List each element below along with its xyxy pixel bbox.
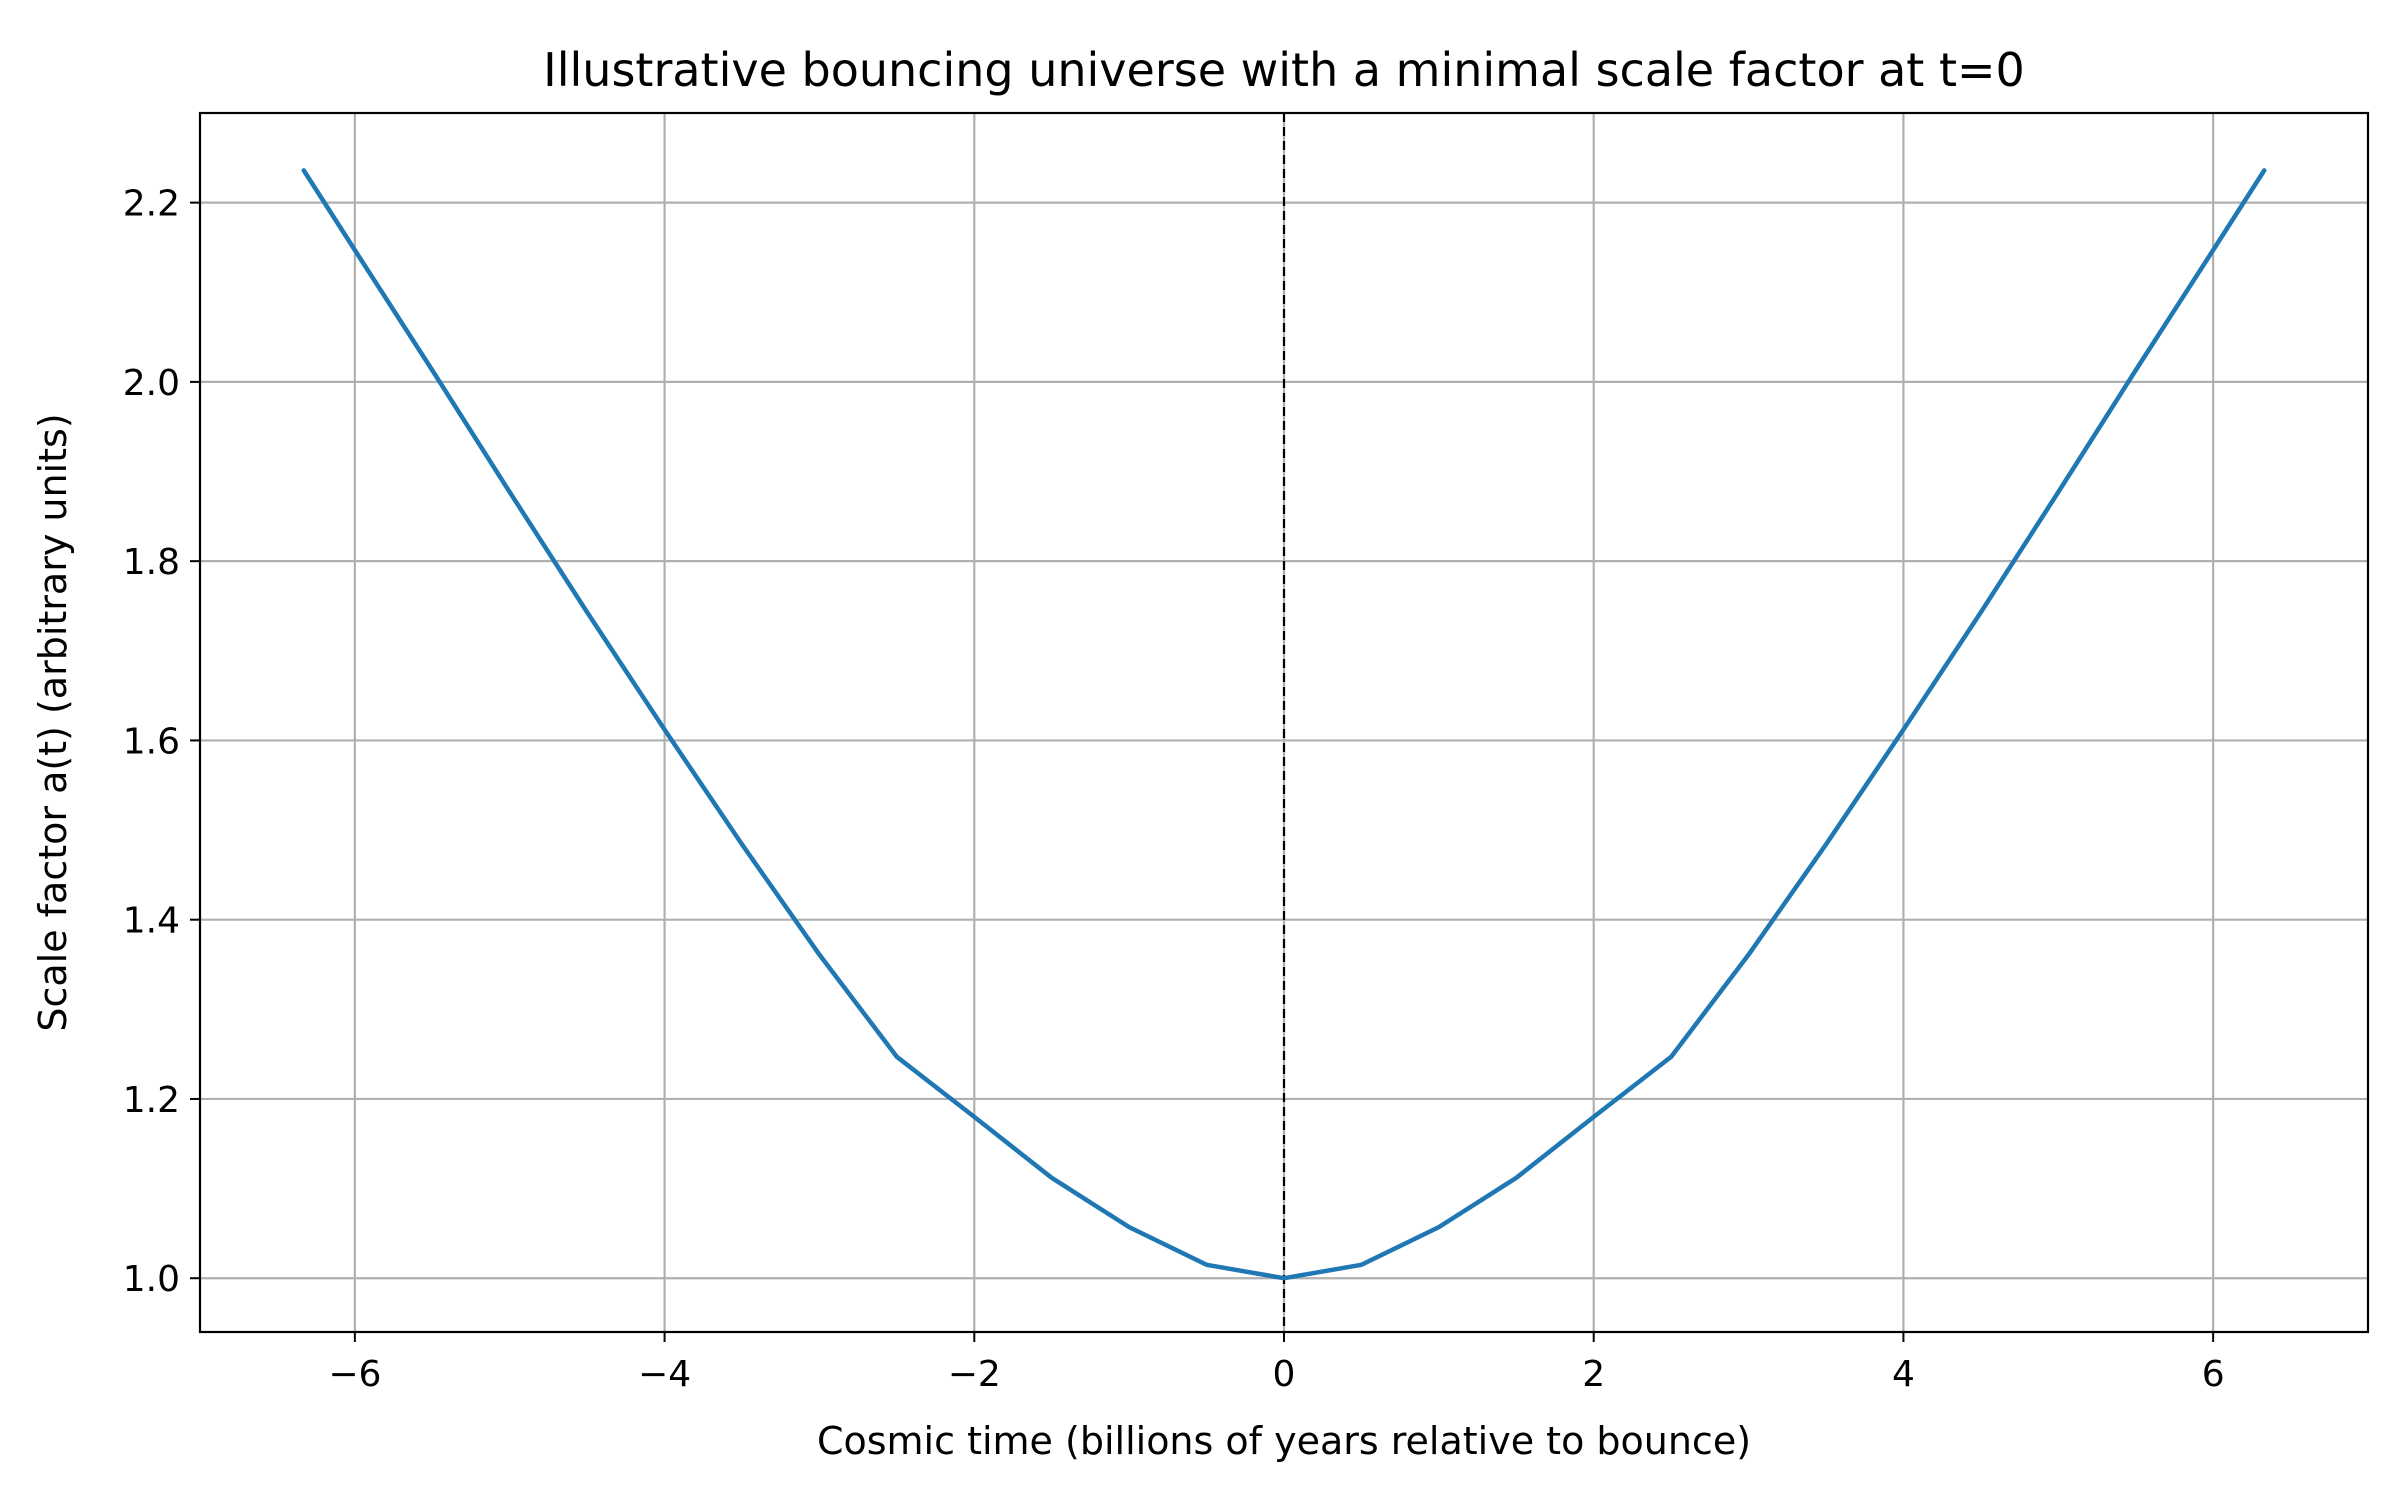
x-tick-label: 0: [1273, 1354, 1296, 1395]
series-layer: [301, 168, 2267, 1281]
y-tick-label: 1.8: [123, 542, 180, 583]
y-tick-label: 1.0: [123, 1259, 180, 1300]
x-tick-label: 4: [1892, 1354, 1915, 1395]
y-tick-label: 1.4: [123, 901, 180, 942]
x-tick-label: −2: [948, 1354, 1001, 1395]
scale-factor-line: [301, 168, 2267, 1281]
x-tick-label: 2: [1582, 1354, 1605, 1395]
ticks: −6 −4 −2 0 2 4 6 1.0 1.2 1.4 1.6 1.8 2.0 2.2: [123, 184, 2225, 1395]
y-tick-label: 1.2: [123, 1080, 180, 1121]
x-tick-label: 6: [2202, 1354, 2225, 1395]
y-axis-label: Scale factor a(t) (arbitrary units): [31, 413, 75, 1031]
chart-title: Illustrative bouncing universe with a mi…: [543, 43, 2025, 97]
x-axis-label: Cosmic time (billions of years relative …: [817, 1419, 1751, 1463]
x-tick-label: −6: [328, 1354, 381, 1395]
y-tick-label: 2.0: [123, 363, 180, 404]
y-tick-label: 2.2: [123, 184, 180, 225]
x-tick-label: −4: [638, 1354, 691, 1395]
y-tick-label: 1.6: [123, 721, 180, 762]
